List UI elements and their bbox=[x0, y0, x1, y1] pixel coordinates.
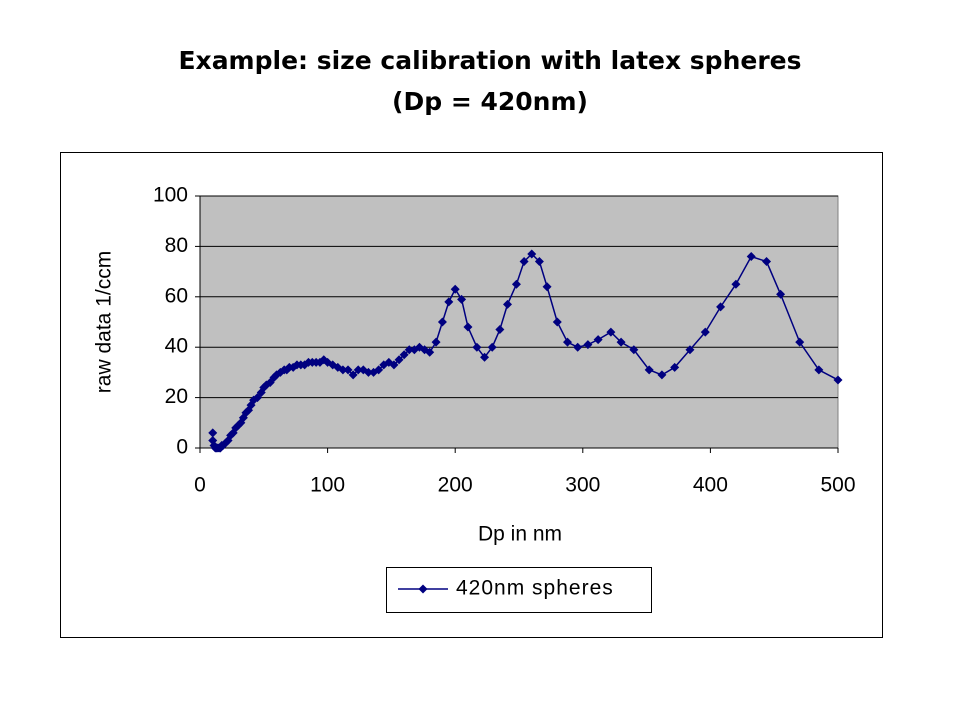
data-point bbox=[444, 297, 454, 307]
data-point bbox=[552, 317, 562, 327]
data-point bbox=[457, 294, 467, 304]
data-point bbox=[363, 367, 373, 377]
legend-box bbox=[386, 567, 652, 613]
data-point bbox=[353, 365, 363, 375]
data-point bbox=[480, 352, 490, 362]
data-point bbox=[338, 365, 348, 375]
data-point bbox=[208, 428, 218, 438]
data-point bbox=[593, 335, 603, 345]
x-tick-label: 100 bbox=[310, 474, 345, 497]
x-tick-label: 500 bbox=[820, 474, 855, 497]
data-point bbox=[629, 345, 639, 355]
data-point bbox=[389, 360, 399, 370]
y-tick-label: 20 bbox=[165, 385, 188, 408]
data-point bbox=[833, 375, 843, 385]
y-tick-label: 80 bbox=[165, 234, 188, 257]
data-point bbox=[394, 355, 404, 365]
data-point bbox=[399, 350, 409, 360]
data-point bbox=[762, 257, 772, 267]
data-point bbox=[644, 365, 654, 375]
data-point bbox=[450, 284, 460, 294]
data-point bbox=[374, 365, 384, 375]
data-point bbox=[487, 342, 497, 352]
title-line: (Dp = 420nm) bbox=[392, 87, 588, 116]
y-tick-label: 40 bbox=[165, 335, 188, 358]
data-point bbox=[746, 251, 756, 261]
y-tick-label: 100 bbox=[153, 184, 188, 207]
data-point bbox=[657, 370, 667, 380]
data-point bbox=[437, 317, 447, 327]
data-point bbox=[685, 345, 695, 355]
data-point bbox=[343, 365, 353, 375]
data-point bbox=[731, 279, 741, 289]
data-point bbox=[562, 337, 572, 347]
data-point bbox=[425, 347, 435, 357]
data-point bbox=[511, 279, 521, 289]
x-axis-label: Dp in nm bbox=[478, 523, 562, 546]
data-point bbox=[716, 302, 726, 312]
y-tick-label: 0 bbox=[176, 436, 188, 459]
data-point bbox=[463, 322, 473, 332]
data-point bbox=[519, 257, 529, 267]
data-point bbox=[814, 365, 824, 375]
plot-area bbox=[199, 195, 839, 449]
data-point bbox=[404, 345, 414, 355]
data-point bbox=[700, 327, 710, 337]
y-tick-label: 60 bbox=[165, 284, 188, 307]
data-point bbox=[503, 299, 513, 309]
data-point bbox=[249, 395, 259, 405]
data-point bbox=[534, 257, 544, 267]
data-point bbox=[431, 337, 441, 347]
data-point bbox=[472, 342, 482, 352]
data-point bbox=[583, 340, 593, 350]
data-point bbox=[527, 249, 537, 259]
title-line: Example: size calibration with latex sph… bbox=[178, 46, 801, 75]
data-point bbox=[495, 325, 505, 335]
x-tick-label: 300 bbox=[565, 474, 600, 497]
data-point bbox=[348, 370, 358, 380]
data-point bbox=[776, 289, 786, 299]
data-point bbox=[616, 337, 626, 347]
x-tick-label: 0 bbox=[194, 474, 206, 497]
legend-marker bbox=[418, 584, 428, 594]
data-point bbox=[573, 342, 583, 352]
legend-label: 420nm spheres bbox=[456, 577, 614, 600]
data-point bbox=[795, 337, 805, 347]
y-axis-label: raw data 1/ccm bbox=[93, 251, 116, 393]
data-point bbox=[542, 282, 552, 292]
data-point bbox=[670, 362, 680, 372]
data-point bbox=[606, 327, 616, 337]
x-tick-label: 200 bbox=[438, 474, 473, 497]
x-tick-label: 400 bbox=[693, 474, 728, 497]
